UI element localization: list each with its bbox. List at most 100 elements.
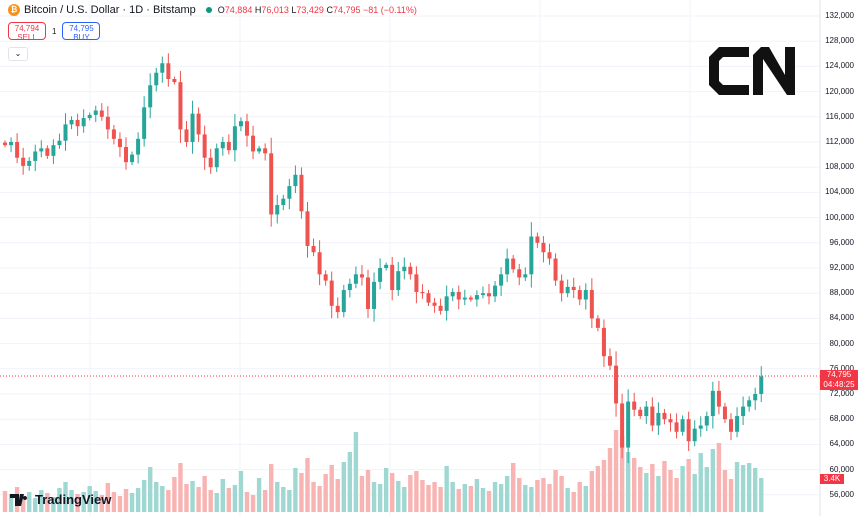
candle-body [414,274,419,292]
candle-body [644,406,649,417]
volume-bar [81,492,86,512]
volume-bar [595,466,601,512]
candle-body [335,305,340,313]
candle-body [620,403,625,448]
volume-bar [166,490,171,512]
candle-body [281,198,286,205]
candle-body [692,428,697,442]
candle-body [656,412,661,426]
candle-body [444,296,449,311]
candle-body [729,419,733,432]
candle-body [638,409,643,417]
price-tick-label: 92,000 [829,263,854,272]
candle-body [517,269,522,278]
volume-bar [589,471,595,512]
volume-bar [547,484,552,512]
volume-bar [541,478,546,512]
candle-body [402,266,407,272]
volume-bar [619,436,625,512]
candle-body [710,390,715,417]
tradingview-logo[interactable]: TradingView [10,492,111,507]
candle-body [178,82,183,130]
candle-body [142,107,147,139]
volume-bar [117,496,123,512]
candle-body [505,258,510,275]
volume-bar [87,486,92,512]
buy-button[interactable]: 74,795 BUY [62,22,101,42]
price-tick-label: 88,000 [829,288,854,298]
volume-bar [734,462,740,512]
volume-bar [329,465,334,512]
price-tick-label: 132,000 [825,11,854,20]
candle-body [741,406,746,417]
volume-bar [402,487,407,512]
volume-bar [190,481,195,512]
volume-bar [232,485,238,512]
volume-bar [492,482,498,512]
volume-bar [607,448,613,512]
collapse-chevron-down-icon[interactable]: ⌄ [8,47,28,61]
volume-bar [632,458,637,512]
candle-body [154,72,159,86]
volume-bar [529,487,534,512]
candle-body [214,148,219,168]
candle-body [15,142,20,158]
candle-body [759,376,764,394]
volume-bar [746,463,752,512]
candle-body [9,142,14,146]
volume-bar [468,486,474,512]
volume-bar [601,460,607,512]
volume-bar [160,486,165,512]
price-tick-label: 100,000 [825,212,854,222]
volume-bar [335,479,340,512]
volume-bar [69,490,74,512]
candle-body [27,160,32,166]
volume-bar [33,498,38,512]
candle-body [559,280,564,294]
candle-body [238,121,243,127]
candle-body [438,305,443,311]
sell-button[interactable]: 74,794 SELL [8,22,46,42]
candle-body [99,110,104,117]
trade-buttons: 74,794 SELL 1 74,795 BUY [8,22,101,42]
volume-bar [390,473,395,512]
candle-body [674,422,679,432]
candle-body [698,425,703,429]
candle-body [474,295,479,300]
volume-bar [668,470,673,512]
volume-bar [486,491,492,512]
candle-body [722,406,727,420]
candle-body [608,356,612,366]
volume-bar [63,482,68,512]
volume-bar [396,481,401,512]
candle-body [523,274,528,278]
volume-bar [686,459,691,512]
candle-body [378,268,383,282]
volume-bar [504,476,510,512]
volume-bar [426,485,431,512]
candle-body [124,147,128,163]
volume-bar [196,487,201,512]
candle-body [57,140,62,146]
volume-bar [377,484,383,512]
candle-body [450,291,455,297]
candle-body [269,153,274,215]
price-tick-label: 84,000 [829,313,854,323]
symbol-title[interactable]: Bitcoin / U.S. Dollar · 1D · Bitstamp [24,4,196,16]
candle-body [293,174,298,187]
candle-body [81,118,86,127]
volume-bar [414,471,419,512]
price-tick-label: 104,000 [825,187,854,197]
volume-bar [317,486,322,512]
candle-body [75,119,80,127]
volume-bar [305,458,310,512]
candle-body [396,271,401,291]
candle-body [3,142,7,146]
price-tick-label: 76,000 [829,363,854,373]
candle-body [130,154,135,163]
candle-body [311,245,316,253]
candle-body [190,113,195,142]
volume-bar [214,493,219,512]
volume-bar [625,452,631,512]
